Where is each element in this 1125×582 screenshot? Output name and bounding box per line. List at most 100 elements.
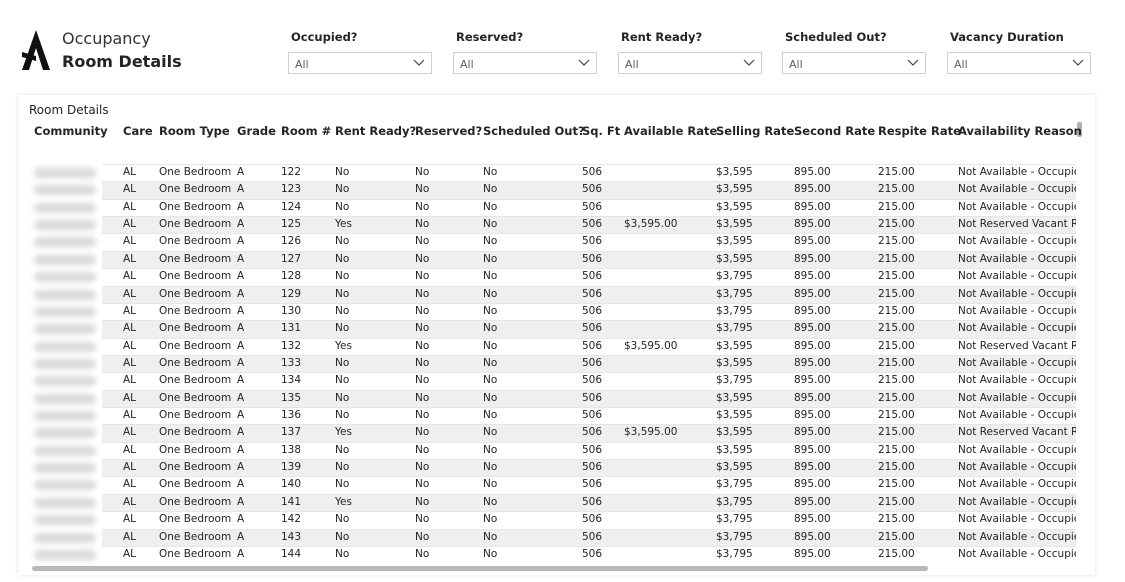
- table-cell: One Bedroom: [159, 166, 232, 178]
- table-cell: Not Available - Occupied: [958, 409, 1076, 422]
- column-header[interactable]: Sq. Ft: [582, 124, 621, 138]
- table-cell: Not Available - Occupied: [958, 530, 1076, 543]
- community-redacted: [34, 515, 96, 526]
- filter-dropdown[interactable]: All: [947, 52, 1091, 74]
- table-cell: 895.00: [794, 443, 831, 456]
- table-cell: 895.00: [794, 391, 831, 404]
- column-header[interactable]: Available Rate: [624, 124, 718, 138]
- table-cell: One Bedroom: [159, 547, 232, 560]
- column-header[interactable]: Grade: [237, 124, 276, 138]
- filter-dropdown[interactable]: All: [453, 52, 597, 74]
- table-cell: No: [415, 391, 430, 404]
- table-cell: 215.00: [878, 322, 915, 335]
- table-cell: No: [415, 166, 430, 178]
- table-cell: 137: [281, 426, 302, 439]
- column-header[interactable]: Community: [34, 124, 108, 138]
- table-cell: 133: [281, 356, 302, 369]
- table-row: [102, 441, 1076, 460]
- filter-dropdown[interactable]: All: [618, 52, 762, 74]
- table-cell: No: [483, 461, 498, 474]
- community-redacted: [34, 393, 96, 404]
- community-redacted: [34, 445, 96, 456]
- table-cell: One Bedroom: [159, 513, 232, 526]
- column-header[interactable]: Rent Ready?: [335, 124, 417, 138]
- table-cell: 506: [582, 287, 603, 300]
- table-cell: Not Available - Occupied: [958, 461, 1076, 474]
- table-cell: A: [237, 513, 245, 526]
- table-cell: No: [415, 513, 430, 526]
- table-cell: $3,595.00: [624, 426, 678, 439]
- table-cell: Not Available - Occupied: [958, 356, 1076, 369]
- table-cell: No: [483, 183, 498, 196]
- table-cell: 506: [582, 304, 603, 317]
- horizontal-scrollbar[interactable]: [32, 566, 928, 571]
- table-row: [102, 233, 1076, 252]
- column-header[interactable]: Care: [123, 124, 153, 138]
- community-redacted: [34, 549, 96, 560]
- column-header[interactable]: Room #: [281, 124, 332, 138]
- table-cell: 127: [281, 252, 302, 265]
- table-cell: AL: [123, 426, 137, 439]
- table-cell: $3,795: [716, 287, 753, 300]
- table-cell: No: [335, 356, 350, 369]
- table-cell: 138: [281, 443, 302, 456]
- table-cell: No: [483, 547, 498, 560]
- table-cell: A: [237, 443, 245, 456]
- table-cell: $3,595: [716, 409, 753, 422]
- filter-dropdown[interactable]: All: [782, 52, 926, 74]
- table-cell: A: [237, 235, 245, 248]
- table-cell: $3,595: [716, 461, 753, 474]
- table-cell: 895.00: [794, 426, 831, 439]
- vertical-scrollbar[interactable]: [1077, 122, 1082, 137]
- table-cell: No: [483, 166, 498, 178]
- table-cell: No: [415, 409, 430, 422]
- table-cell: 506: [582, 270, 603, 283]
- table-cell: 506: [582, 166, 603, 178]
- column-header[interactable]: Reserved?: [415, 124, 483, 138]
- table-cell: 895.00: [794, 356, 831, 369]
- table-cell: 895.00: [794, 547, 831, 560]
- column-header[interactable]: Respite Rate: [878, 124, 961, 138]
- table-cell: No: [483, 530, 498, 543]
- table-row: [102, 302, 1076, 321]
- chevron: [907, 59, 919, 66]
- table-cell: No: [335, 547, 350, 560]
- table-cell: A: [237, 495, 245, 508]
- filter-dropdown[interactable]: All: [288, 52, 432, 74]
- table-cell: $3,595.00: [624, 339, 678, 352]
- column-header[interactable]: Selling Rate: [716, 124, 795, 138]
- table-cell: No: [335, 270, 350, 283]
- table-cell: Not Available - Occupied: [958, 547, 1076, 560]
- table-cell: AL: [123, 356, 137, 369]
- table-cell: No: [483, 287, 498, 300]
- table-cell: 506: [582, 356, 603, 369]
- column-header[interactable]: Second Rate: [794, 124, 876, 138]
- table-cell: 506: [582, 409, 603, 422]
- table-cell: No: [415, 304, 430, 317]
- table-cell: A: [237, 409, 245, 422]
- filter-value: All: [460, 58, 474, 71]
- table-cell: A: [237, 356, 245, 369]
- chevron: [578, 59, 590, 66]
- table-cell: Not Reserved Vacant Room: [958, 426, 1076, 439]
- column-header[interactable]: Availability Reason: [958, 124, 1082, 138]
- table-cell: One Bedroom: [159, 235, 232, 248]
- column-header[interactable]: Room Type: [159, 124, 230, 138]
- column-header[interactable]: Scheduled Out?: [483, 124, 585, 138]
- table-cell: 215.00: [878, 252, 915, 265]
- table-cell: 124: [281, 200, 302, 213]
- table-cell: 215.00: [878, 478, 915, 491]
- table-cell: No: [335, 513, 350, 526]
- table-cell: 506: [582, 530, 603, 543]
- table-row: [102, 389, 1076, 408]
- table-cell: No: [415, 270, 430, 283]
- community-redacted: [34, 497, 96, 508]
- table-cell: One Bedroom: [159, 287, 232, 300]
- table-cell: 215.00: [878, 426, 915, 439]
- table-cell: 215.00: [878, 391, 915, 404]
- table-cell: A: [237, 252, 245, 265]
- table-cell: 506: [582, 426, 603, 439]
- community-redacted: [34, 428, 96, 439]
- table-cell: AL: [123, 513, 137, 526]
- table-cell: No: [415, 200, 430, 213]
